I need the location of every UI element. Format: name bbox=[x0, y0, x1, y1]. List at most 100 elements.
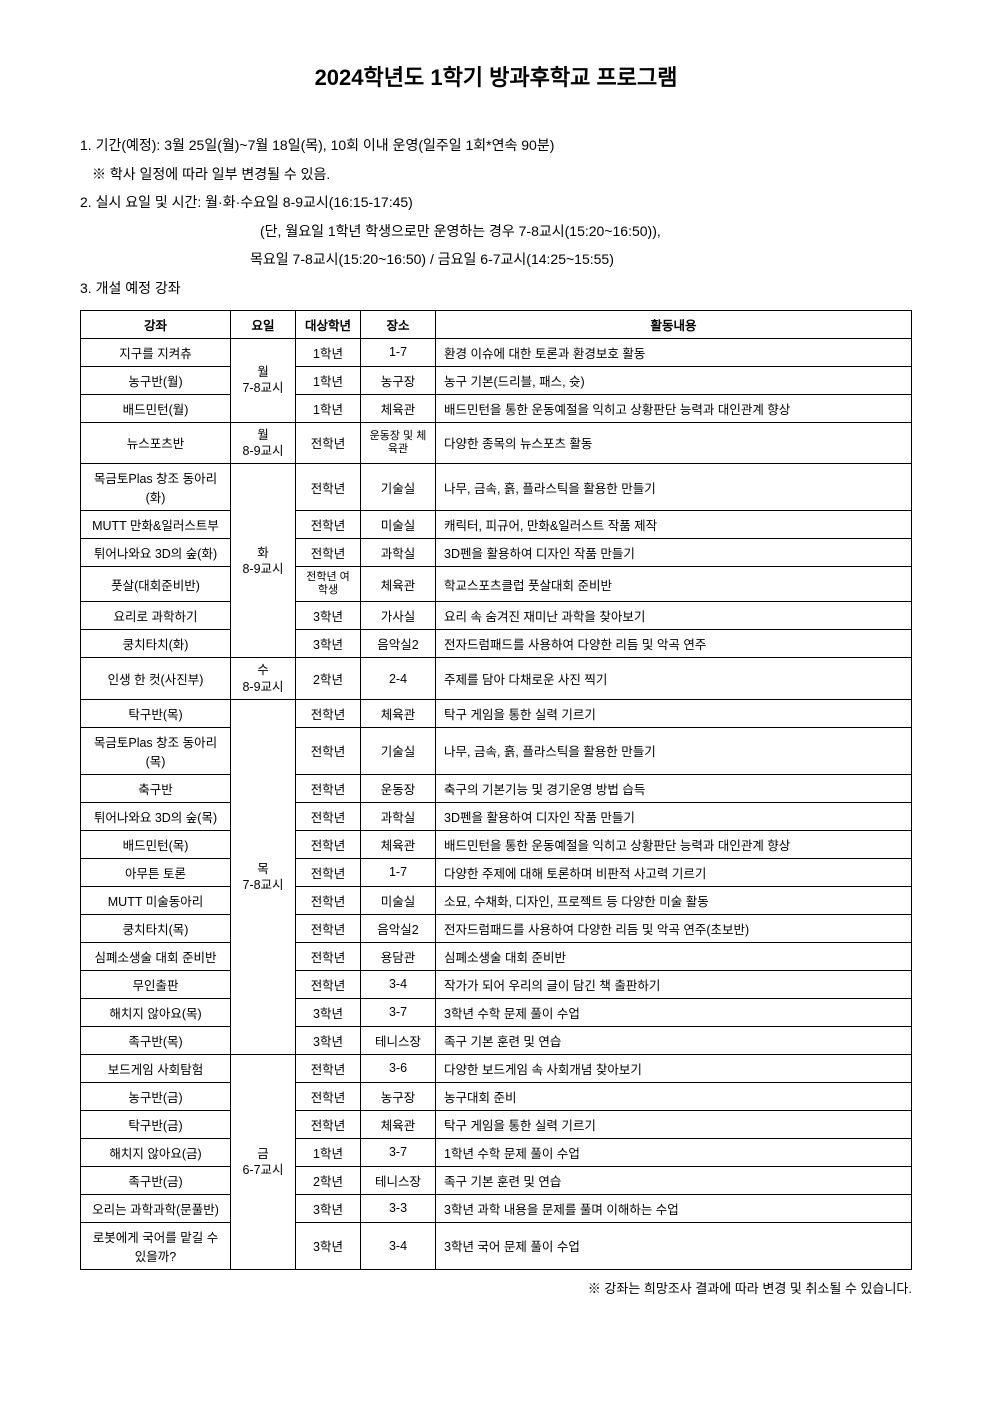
cell-course: 축구반 bbox=[81, 774, 231, 802]
cell-place: 3-3 bbox=[361, 1194, 436, 1222]
cell-day: 월 8-9교시 bbox=[231, 422, 296, 464]
cell-place: 기술실 bbox=[361, 727, 436, 774]
info-section: 1. 기간(예정): 3월 25일(월)~7월 18일(목), 10회 이내 운… bbox=[80, 132, 912, 302]
table-row: 해치지 않아요(금)1학년3-71학년 수학 문제 풀이 수업 bbox=[81, 1138, 912, 1166]
table-row: 오리는 과학과학(문풀반)3학년3-33학년 과학 내용을 문제를 풀며 이해하… bbox=[81, 1194, 912, 1222]
cell-activity: 환경 이슈에 대한 토론과 환경보호 활동 bbox=[436, 338, 912, 366]
info-line-2-sub2: 목요일 7-8교시(15:20~16:50) / 금요일 6-7교시(14:25… bbox=[80, 246, 912, 273]
table-row: 목금토Plas 창조 동아리(화)화 8-9교시전학년기술실나무, 금속, 흙,… bbox=[81, 464, 912, 511]
info-line-2-sub1: (단, 월요일 1학년 학생으로만 운영하는 경우 7-8교시(15:20~16… bbox=[80, 218, 912, 245]
cell-grade: 전학년 bbox=[296, 464, 361, 511]
header-place: 장소 bbox=[361, 310, 436, 338]
cell-activity: 다양한 보드게임 속 사회개념 찾아보기 bbox=[436, 1054, 912, 1082]
cell-grade: 2학년 bbox=[296, 1166, 361, 1194]
cell-course: MUTT 미술동아리 bbox=[81, 886, 231, 914]
cell-place: 1-7 bbox=[361, 338, 436, 366]
table-row: 족구반(금)2학년테니스장족구 기본 훈련 및 연습 bbox=[81, 1166, 912, 1194]
info-line-2: 2. 실시 요일 및 시간: 월·화·수요일 8-9교시(16:15-17:45… bbox=[80, 189, 912, 216]
cell-grade: 전학년 bbox=[296, 422, 361, 464]
cell-place: 체육관 bbox=[361, 699, 436, 727]
header-activity: 활동내용 bbox=[436, 310, 912, 338]
cell-grade: 전학년 bbox=[296, 774, 361, 802]
cell-activity: 소묘, 수채화, 디자인, 프로젝트 등 다양한 미술 활동 bbox=[436, 886, 912, 914]
cell-course: 쿵치타치(화) bbox=[81, 630, 231, 658]
cell-activity: 3D펜을 활용하여 디자인 작품 만들기 bbox=[436, 802, 912, 830]
cell-activity: 축구의 기본기능 및 경기운영 방법 습득 bbox=[436, 774, 912, 802]
cell-course: 무인출판 bbox=[81, 970, 231, 998]
cell-place: 기술실 bbox=[361, 464, 436, 511]
cell-activity: 3학년 국어 문제 풀이 수업 bbox=[436, 1222, 912, 1269]
cell-activity: 배드민턴을 통한 운동예절을 익히고 상황판단 능력과 대인관계 향상 bbox=[436, 830, 912, 858]
cell-place: 운동장 및 체육관 bbox=[361, 422, 436, 464]
cell-course: 쿵치타치(목) bbox=[81, 914, 231, 942]
table-row: 심폐소생술 대회 준비반전학년용담관심폐소생술 대회 준비반 bbox=[81, 942, 912, 970]
cell-grade: 1학년 bbox=[296, 394, 361, 422]
table-header-row: 강좌 요일 대상학년 장소 활동내용 bbox=[81, 310, 912, 338]
cell-day: 화 8-9교시 bbox=[231, 464, 296, 658]
cell-grade: 3학년 bbox=[296, 998, 361, 1026]
table-row: 탁구반(목)목 7-8교시전학년체육관탁구 게임을 통한 실력 기르기 bbox=[81, 699, 912, 727]
info-line-1-note: ※ 학사 일정에 따라 일부 변경될 수 있음. bbox=[80, 161, 912, 188]
table-row: 보드게임 사회탐험금 6-7교시전학년3-6다양한 보드게임 속 사회개념 찾아… bbox=[81, 1054, 912, 1082]
cell-course: 해치지 않아요(목) bbox=[81, 998, 231, 1026]
cell-activity: 족구 기본 훈련 및 연습 bbox=[436, 1166, 912, 1194]
info-line-1: 1. 기간(예정): 3월 25일(월)~7월 18일(목), 10회 이내 운… bbox=[80, 132, 912, 159]
header-day: 요일 bbox=[231, 310, 296, 338]
cell-course: 아무튼 토론 bbox=[81, 858, 231, 886]
cell-grade: 전학년 bbox=[296, 970, 361, 998]
cell-place: 테니스장 bbox=[361, 1166, 436, 1194]
table-row: 족구반(목)3학년테니스장족구 기본 훈련 및 연습 bbox=[81, 1026, 912, 1054]
cell-activity: 전자드럼패드를 사용하여 다양한 리듬 및 악곡 연주 bbox=[436, 630, 912, 658]
table-row: 배드민턴(월)1학년체육관배드민턴을 통한 운동예절을 익히고 상황판단 능력과… bbox=[81, 394, 912, 422]
info-line-3: 3. 개설 예정 강좌 bbox=[80, 275, 912, 302]
table-row: 무인출판전학년3-4작가가 되어 우리의 글이 담긴 책 출판하기 bbox=[81, 970, 912, 998]
table-row: 농구반(월)1학년농구장농구 기본(드리블, 패스, 슛) bbox=[81, 366, 912, 394]
cell-course: 오리는 과학과학(문풀반) bbox=[81, 1194, 231, 1222]
table-row: 튀어나와요 3D의 숲(화)전학년과학실3D펜을 활용하여 디자인 작품 만들기 bbox=[81, 539, 912, 567]
cell-grade: 1학년 bbox=[296, 338, 361, 366]
cell-place: 3-4 bbox=[361, 1222, 436, 1269]
cell-place: 농구장 bbox=[361, 366, 436, 394]
cell-activity: 캐릭터, 피규어, 만화&일러스트 작품 제작 bbox=[436, 511, 912, 539]
cell-grade: 전학년 bbox=[296, 727, 361, 774]
table-row: 해치지 않아요(목)3학년3-73학년 수학 문제 풀이 수업 bbox=[81, 998, 912, 1026]
cell-place: 음악실2 bbox=[361, 914, 436, 942]
cell-grade: 3학년 bbox=[296, 602, 361, 630]
cell-course: 요리로 과학하기 bbox=[81, 602, 231, 630]
cell-grade: 전학년 bbox=[296, 511, 361, 539]
cell-grade: 전학년 여학생 bbox=[296, 567, 361, 602]
cell-grade: 전학년 bbox=[296, 1054, 361, 1082]
cell-grade: 1학년 bbox=[296, 366, 361, 394]
cell-place: 체육관 bbox=[361, 567, 436, 602]
cell-course: 족구반(목) bbox=[81, 1026, 231, 1054]
cell-place: 3-7 bbox=[361, 1138, 436, 1166]
cell-course: 튀어나와요 3D의 숲(목) bbox=[81, 802, 231, 830]
table-row: 목금토Plas 창조 동아리(목)전학년기술실나무, 금속, 흙, 플라스틱을 … bbox=[81, 727, 912, 774]
cell-activity: 탁구 게임을 통한 실력 기르기 bbox=[436, 699, 912, 727]
cell-place: 운동장 bbox=[361, 774, 436, 802]
cell-activity: 요리 속 숨겨진 재미난 과학을 찾아보기 bbox=[436, 602, 912, 630]
table-row: 로봇에게 국어를 맡길 수 있을까?3학년3-43학년 국어 문제 풀이 수업 bbox=[81, 1222, 912, 1269]
cell-activity: 배드민턴을 통한 운동예절을 익히고 상황판단 능력과 대인관계 향상 bbox=[436, 394, 912, 422]
cell-place: 3-6 bbox=[361, 1054, 436, 1082]
cell-activity: 다양한 종목의 뉴스포츠 활동 bbox=[436, 422, 912, 464]
table-row: 쿵치타치(화)3학년음악실2전자드럼패드를 사용하여 다양한 리듬 및 악곡 연… bbox=[81, 630, 912, 658]
cell-place: 테니스장 bbox=[361, 1026, 436, 1054]
cell-activity: 다양한 주제에 대해 토론하며 비판적 사고력 기르기 bbox=[436, 858, 912, 886]
cell-place: 농구장 bbox=[361, 1082, 436, 1110]
cell-activity: 3학년 과학 내용을 문제를 풀며 이해하는 수업 bbox=[436, 1194, 912, 1222]
cell-course: 튀어나와요 3D의 숲(화) bbox=[81, 539, 231, 567]
cell-activity: 학교스포츠클럽 풋살대회 준비반 bbox=[436, 567, 912, 602]
cell-place: 1-7 bbox=[361, 858, 436, 886]
header-grade: 대상학년 bbox=[296, 310, 361, 338]
cell-activity: 작가가 되어 우리의 글이 담긴 책 출판하기 bbox=[436, 970, 912, 998]
cell-course: 보드게임 사회탐험 bbox=[81, 1054, 231, 1082]
table-row: 튀어나와요 3D의 숲(목)전학년과학실3D펜을 활용하여 디자인 작품 만들기 bbox=[81, 802, 912, 830]
cell-grade: 전학년 bbox=[296, 886, 361, 914]
cell-course: 심폐소생술 대회 준비반 bbox=[81, 942, 231, 970]
cell-course: 지구를 지켜츄 bbox=[81, 338, 231, 366]
cell-grade: 1학년 bbox=[296, 1138, 361, 1166]
table-row: MUTT 미술동아리전학년미술실소묘, 수채화, 디자인, 프로젝트 등 다양한… bbox=[81, 886, 912, 914]
cell-grade: 전학년 bbox=[296, 914, 361, 942]
cell-course: 농구반(월) bbox=[81, 366, 231, 394]
